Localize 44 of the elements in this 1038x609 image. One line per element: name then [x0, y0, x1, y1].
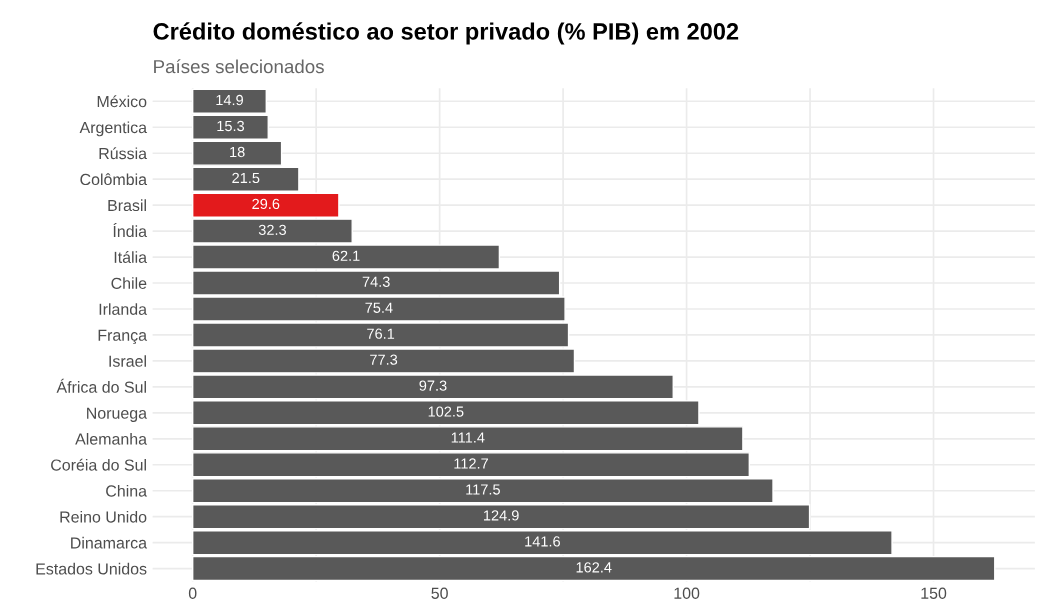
data-label: 62.1: [332, 250, 360, 261]
y-tick-label: México: [97, 95, 147, 108]
data-label: 29.6: [252, 198, 280, 210]
data-label: 74.3: [362, 276, 390, 287]
data-label: 102.5: [428, 406, 464, 417]
data-label: 111.4: [451, 432, 485, 443]
data-label: 162.4: [576, 562, 612, 573]
y-tick-label: Argentica: [79, 121, 148, 137]
data-label: 124.9: [484, 510, 519, 521]
y-tick-label: Índia: [113, 223, 148, 238]
x-tick-label: 50: [431, 587, 448, 599]
data-label: 14.9: [216, 94, 243, 106]
y-tick-label: China: [106, 484, 148, 497]
y-tick-label: Chile: [111, 277, 147, 289]
data-label: 32.3: [258, 224, 287, 236]
data-label: 75.4: [365, 302, 393, 313]
y-tick-label: Coréia do Sul: [51, 458, 146, 471]
y-tick-label: Itália: [114, 251, 148, 264]
y-tick-label: Alemanha: [75, 433, 148, 445]
y-tick-label: Estados Unidos: [36, 562, 147, 575]
data-label: 112.7: [454, 458, 488, 469]
data-label: 77.3: [370, 354, 398, 365]
data-label: 18: [230, 146, 245, 158]
data-label: 76.1: [367, 328, 395, 339]
y-tick-label: Colômbia: [80, 173, 148, 186]
y-tick-label: Israel: [109, 355, 146, 367]
x-tick-label: 100: [674, 587, 700, 599]
y-tick-label: Brasil: [108, 199, 146, 212]
y-tick-label: Noruega: [87, 407, 148, 422]
x-tick-label: 150: [921, 587, 947, 599]
data-label: 97.3: [419, 380, 447, 391]
data-label: 21.5: [232, 172, 260, 184]
y-tick-label: África do Sul: [56, 378, 146, 393]
y-tick-label: França: [98, 329, 148, 345]
x-tick-label: 0: [188, 587, 197, 599]
y-tick-label: Rússia: [99, 147, 148, 160]
chart-subtitle: Países selecionados: [154, 59, 324, 74]
data-label: 15.3: [217, 120, 245, 132]
y-tick-label: Irlanda: [99, 303, 148, 315]
data-label: 117.5: [466, 484, 500, 495]
y-tick-label: Dinamarca: [71, 536, 148, 549]
chart-title: Crédito doméstico ao setor privado (% PIB) em 2002: [153, 22, 739, 45]
data-label: 141.6: [525, 536, 560, 547]
y-tick-label: Reino Unido: [60, 510, 147, 523]
